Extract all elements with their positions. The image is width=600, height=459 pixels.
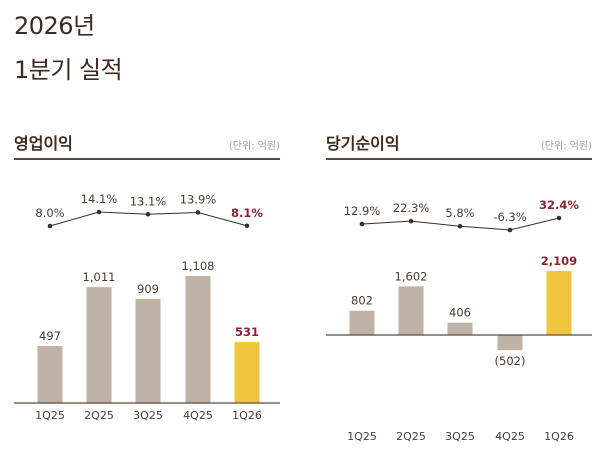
value-label-1q25: 802 [351, 294, 373, 308]
margin-point-4q25 [507, 227, 513, 233]
category-label-4q25: 4Q25 [495, 430, 525, 443]
net-income-unit: (단위: 억원) [540, 141, 592, 152]
margin-point-1q26 [244, 223, 250, 229]
bar-2q25 [86, 287, 112, 403]
margin-point-2q25 [96, 209, 102, 215]
net-income-chart: 802 1,602 406 (502) 2,109 1Q25 2Q25 3Q25 4Q25 1Q2… [326, 198, 592, 443]
margin-point-1q25 [359, 221, 365, 227]
bar-1q26 [546, 271, 572, 335]
margin-label-2q25: 14.1% [81, 192, 118, 206]
value-label-3q25: 406 [449, 306, 471, 320]
bar-2q25 [398, 286, 424, 335]
category-label-4q25: 4Q25 [183, 409, 213, 422]
margin-label-1q26: 32.4% [539, 198, 579, 212]
category-label-1q26: 1Q26 [232, 409, 262, 422]
value-label-4q25: 1,108 [182, 259, 215, 273]
value-label-4q25: (502) [495, 354, 526, 368]
category-label-1q25: 1Q25 [35, 409, 65, 422]
net-income-header: 당기순이익 (단위: 억원) [326, 132, 592, 160]
operating-profit-chart: 497 1,011 909 1,108 531 1Q25 2Q25 3Q25 4Q25 1Q26 8… [14, 192, 280, 422]
margin-point-4q25 [195, 210, 201, 215]
bar-3q25 [135, 298, 161, 403]
value-label-2q25: 1,011 [83, 270, 116, 284]
bar-4q25 [185, 276, 211, 403]
margin-label-1q25: 12.9% [344, 204, 381, 218]
margin-point-3q25 [145, 211, 151, 217]
value-label-2q25: 1,602 [395, 269, 428, 283]
net-income-title: 당기순이익 [326, 134, 400, 153]
margin-point-1q25 [47, 223, 53, 229]
margin-point-2q25 [408, 218, 414, 224]
category-label-2q25: 2Q25 [84, 409, 114, 422]
margin-label-4q25: 13.9% [180, 192, 217, 206]
margin-label-3q25: 13.1% [130, 194, 167, 208]
category-label-3q25: 3Q25 [133, 409, 163, 422]
operating-profit-title: 영업이익 [14, 134, 73, 153]
value-label-3q25: 909 [137, 282, 159, 296]
bar-4q25 [497, 335, 523, 351]
value-label-1q25: 497 [39, 329, 61, 343]
value-label-1q26: 531 [235, 325, 259, 339]
margin-label-2q25: 22.3% [393, 201, 430, 215]
bar-1q25 [349, 310, 375, 335]
operating-profit-header: 영업이익 (단위: 억원) [14, 132, 280, 160]
category-label-2q25: 2Q25 [396, 430, 426, 443]
margin-label-1q25: 8.0% [35, 206, 64, 220]
report-period-title: 1분기 실적 [14, 56, 123, 84]
bar-1q25 [37, 346, 63, 403]
margin-point-1q26 [556, 215, 562, 221]
margin-point-3q25 [457, 223, 463, 229]
report-year-title: 2026년 [14, 12, 95, 40]
value-label-1q26: 2,109 [541, 254, 577, 268]
operating-profit-unit: (단위: 억원) [228, 141, 280, 152]
margin-label-4q25: -6.3% [493, 210, 526, 224]
margin-label-3q25: 5.8% [445, 206, 474, 220]
bar-3q25 [447, 322, 473, 335]
category-label-1q26: 1Q26 [544, 430, 574, 443]
margin-label-1q26: 8.1% [231, 206, 263, 220]
category-label-3q25: 3Q25 [445, 430, 475, 443]
category-label-1q25: 1Q25 [347, 430, 377, 443]
bar-1q26 [234, 342, 260, 403]
